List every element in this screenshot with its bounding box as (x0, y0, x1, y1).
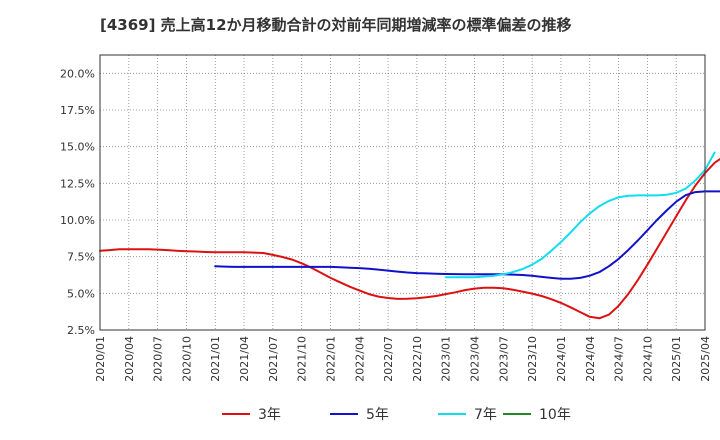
legend-label-3: 7年 (474, 407, 497, 423)
y-tick-label: 2.5% (67, 324, 95, 337)
series-group (99, 151, 720, 320)
plot-frame (99, 54, 706, 331)
x-axis: 2020/01 2020/04 2020/07 2020/10 2021/01 2021/… (94, 336, 712, 382)
x-tick-label: 2022/07 (382, 336, 395, 382)
y-tick-label: 15.0% (60, 141, 95, 154)
x-tick-label: 2025/01 (670, 336, 683, 382)
plot-area (100, 55, 705, 330)
y-tick-label: 12.5% (60, 177, 95, 190)
legend-label-2: 5年 (366, 407, 389, 423)
chart-title: [4369] 売上高12か月移動合計の対前年同期増減率の標準偏差の推移 (100, 16, 572, 34)
y-tick-label: 10.0% (60, 214, 95, 227)
x-tick-label: 2021/07 (267, 336, 280, 382)
x-tick-label: 2024/10 (641, 336, 654, 382)
x-tick-label: 2020/10 (180, 336, 193, 382)
x-tick-label: 2021/01 (209, 336, 222, 382)
x-tick-label: 2020/07 (152, 336, 165, 382)
series-line-1 (99, 157, 720, 320)
y-tick-label: 17.5% (60, 104, 95, 117)
y-axis: 2.5% 5.0% 7.5% 10.0% 12.5% 15.0% 17.5% 20.0% (60, 67, 95, 337)
x-tick-label: 2024/01 (555, 336, 568, 382)
x-tick-label: 2022/10 (411, 336, 424, 382)
legend-label-1: 3年 (258, 407, 281, 423)
legend: 3年 5年 7年 10年 (222, 407, 571, 423)
x-tick-label: 2022/01 (324, 336, 337, 382)
y-tick-label: 5.0% (67, 287, 95, 300)
legend-label-4: 10年 (539, 407, 571, 423)
x-tick-label: 2024/04 (584, 336, 597, 382)
x-tick-label: 2021/04 (238, 336, 251, 382)
x-tick-label: 2020/04 (123, 336, 136, 382)
y-tick-label: 7.5% (67, 251, 95, 264)
x-tick-label: 2023/01 (440, 336, 453, 382)
x-tick-label: 2024/07 (613, 336, 626, 382)
x-tick-label: 2022/04 (353, 336, 366, 382)
x-tick-label: 2023/10 (526, 336, 539, 382)
grid-lines (99, 55, 706, 331)
x-tick-label: 2023/07 (497, 336, 510, 382)
x-tick-label: 2020/01 (94, 336, 107, 382)
y-tick-label: 20.0% (60, 67, 95, 80)
series-line-3 (444, 151, 716, 279)
x-tick-label: 2021/10 (296, 336, 309, 382)
x-tick-label: 2025/04 (699, 336, 712, 382)
x-tick-label: 2023/04 (469, 336, 482, 382)
